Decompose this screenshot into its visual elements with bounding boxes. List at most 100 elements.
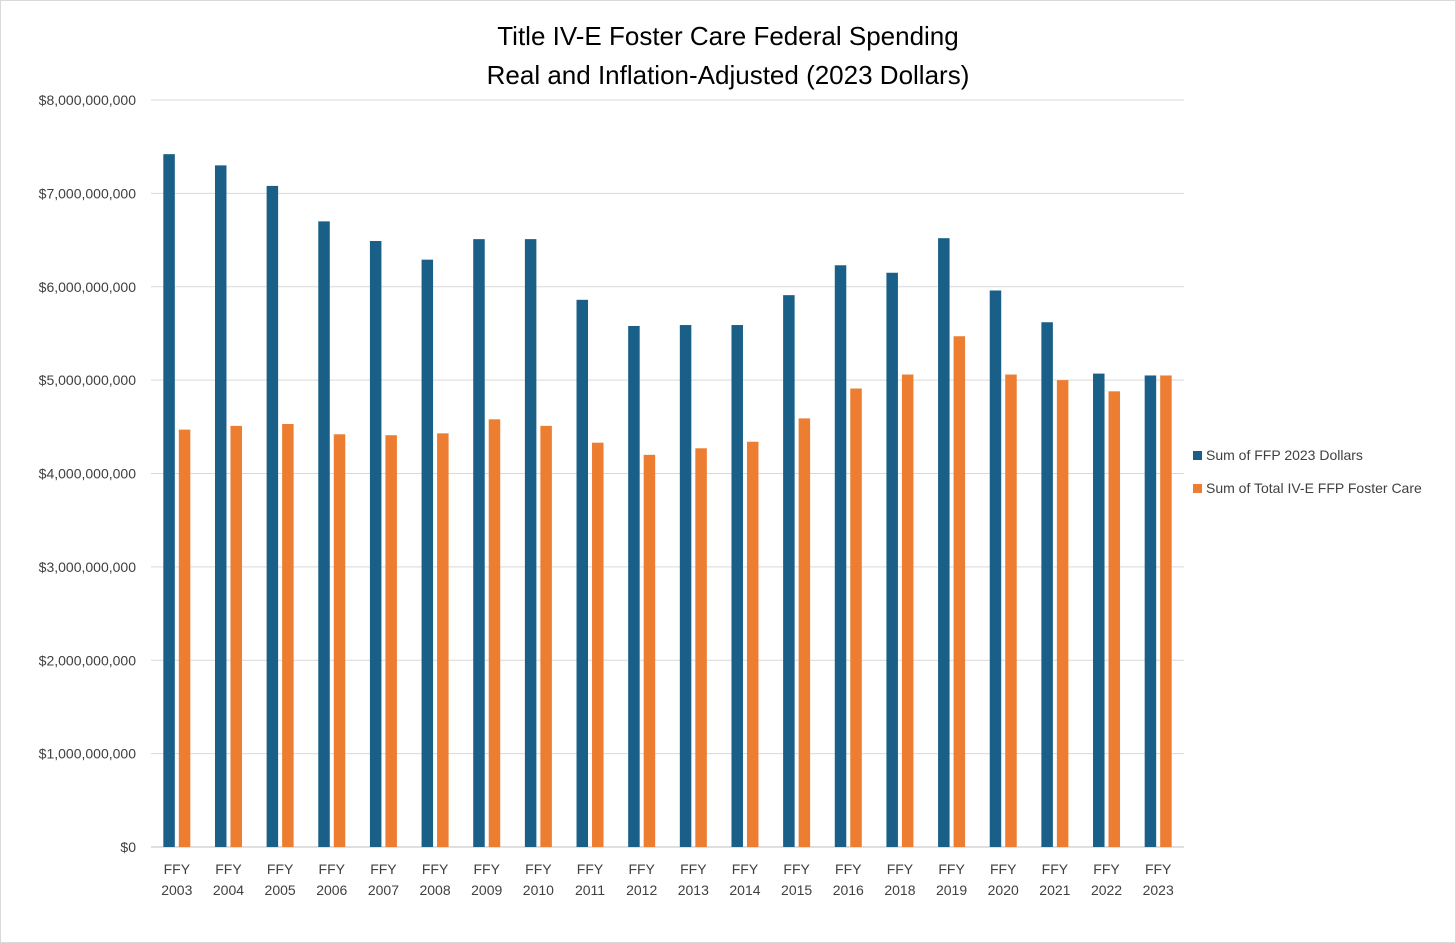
x-tick-label: FFY — [525, 861, 552, 877]
legend-swatch — [1193, 484, 1202, 493]
bar-total-ive-ffp-foster-care — [178, 429, 191, 847]
bar-total-ive-ffp-foster-care — [1160, 375, 1172, 847]
y-tick-label: $2,000,000,000 — [39, 652, 137, 668]
bars — [163, 154, 1172, 848]
x-tick-label: 2023 — [1143, 882, 1174, 898]
legend-swatch — [1193, 451, 1202, 460]
x-tick-label: FFY — [1042, 861, 1069, 877]
x-tick-label: 2014 — [729, 882, 760, 898]
y-axis-labels: $0 $1,000,000,000 $2,000,000,000 $3,000,000… — [39, 92, 137, 855]
x-tick-label: 2008 — [419, 882, 450, 898]
x-tick-label: 2007 — [368, 882, 399, 898]
bar-total-ive-ffp-foster-care — [953, 336, 966, 847]
chart-title-line-2: Real and Inflation-Adjusted (2023 Dollar… — [487, 60, 970, 90]
bar-ffp-2023-dollars — [369, 240, 382, 848]
bar-ffp-2023-dollars — [473, 239, 485, 847]
x-tick-label: FFY — [990, 861, 1017, 877]
bar-ffp-2023-dollars — [783, 295, 795, 847]
legend-label: Sum of FFP 2023 Dollars — [1206, 447, 1363, 463]
x-tick-label: FFY — [473, 861, 500, 877]
x-tick-label: FFY — [1093, 861, 1120, 877]
y-tick-label: $7,000,000,000 — [39, 185, 137, 201]
y-tick-label: $3,000,000,000 — [39, 559, 137, 575]
bar-total-ive-ffp-foster-care — [333, 434, 346, 847]
bar-total-ive-ffp-foster-care — [592, 442, 604, 847]
chart-title-line-1: Title IV-E Foster Care Federal Spending — [497, 21, 958, 51]
x-tick-label: 2019 — [936, 882, 967, 898]
x-tick-label: 2005 — [265, 882, 296, 898]
x-tick-label: FFY — [732, 861, 759, 877]
x-tick-label: FFY — [938, 861, 965, 877]
bar-ffp-2023-dollars — [628, 325, 640, 847]
x-tick-label: 2021 — [1039, 882, 1070, 898]
bar-ffp-2023-dollars — [421, 259, 434, 847]
bar-ffp-2023-dollars — [1093, 373, 1105, 847]
x-tick-label: 2006 — [316, 882, 347, 898]
x-tick-label: FFY — [783, 861, 810, 877]
x-tick-label: 2011 — [575, 882, 605, 898]
bar-ffp-2023-dollars — [938, 238, 950, 847]
x-tick-label: FFY — [164, 861, 191, 877]
bar-total-ive-ffp-foster-care — [643, 454, 656, 847]
bar-total-ive-ffp-foster-care — [850, 388, 862, 847]
bar-ffp-2023-dollars — [989, 290, 1002, 847]
bar-total-ive-ffp-foster-care — [230, 425, 242, 847]
x-tick-label: 2022 — [1091, 882, 1122, 898]
x-tick-label: FFY — [887, 861, 914, 877]
bar-total-ive-ffp-foster-care — [540, 425, 552, 847]
bar-total-ive-ffp-foster-care — [385, 435, 397, 847]
bar-total-ive-ffp-foster-care — [282, 424, 294, 847]
x-tick-label: FFY — [628, 861, 655, 877]
bar-ffp-2023-dollars — [576, 299, 589, 847]
y-tick-label: $5,000,000,000 — [39, 372, 137, 388]
y-tick-label: $0 — [120, 839, 136, 855]
legend: Sum of FFP 2023 Dollars Sum of Total IV-E… — [1193, 447, 1422, 496]
y-tick-label: $4,000,000,000 — [39, 466, 137, 482]
bar-ffp-2023-dollars — [834, 265, 847, 847]
x-tick-label: FFY — [267, 861, 294, 877]
x-tick-label: FFY — [577, 861, 604, 877]
x-tick-label: FFY — [680, 861, 707, 877]
x-tick-label: 2012 — [626, 882, 657, 898]
bar-ffp-2023-dollars — [214, 165, 227, 848]
bar-total-ive-ffp-foster-care — [798, 418, 811, 847]
bar-total-ive-ffp-foster-care — [695, 448, 707, 847]
legend-label: Sum of Total IV-E FFP Foster Care — [1206, 480, 1422, 496]
x-tick-label: 2003 — [161, 882, 192, 898]
bar-total-ive-ffp-foster-care — [746, 441, 759, 847]
x-tick-label: 2015 — [781, 882, 812, 898]
x-tick-label: FFY — [215, 861, 242, 877]
bar-ffp-2023-dollars — [886, 272, 898, 847]
bar-ffp-2023-dollars — [731, 325, 743, 847]
x-axis-labels: FFY 2003 FFY 2004 FFY 2005 FFY 2006 FFY 2007 FFY 20… — [161, 861, 1174, 898]
bar-ffp-2023-dollars — [163, 154, 175, 848]
bar-total-ive-ffp-foster-care — [437, 433, 449, 847]
x-tick-label: 2018 — [884, 882, 915, 898]
x-tick-label: FFY — [1145, 861, 1172, 877]
bar-total-ive-ffp-foster-care — [1108, 391, 1121, 847]
x-tick-label: FFY — [835, 861, 862, 877]
x-tick-label: FFY — [370, 861, 397, 877]
x-tick-label: 2009 — [471, 882, 502, 898]
x-tick-label: FFY — [319, 861, 346, 877]
x-tick-label: 2013 — [678, 882, 709, 898]
bar-total-ive-ffp-foster-care — [1005, 374, 1017, 847]
bar-ffp-2023-dollars — [318, 221, 330, 847]
bar-total-ive-ffp-foster-care — [488, 419, 501, 847]
bar-ffp-2023-dollars — [679, 325, 692, 847]
bar-total-ive-ffp-foster-care — [901, 374, 914, 847]
x-tick-label: 2016 — [833, 882, 864, 898]
bar-total-ive-ffp-foster-care — [1056, 380, 1069, 847]
y-tick-label: $6,000,000,000 — [39, 279, 137, 295]
y-tick-label: $8,000,000,000 — [39, 92, 137, 108]
bar-ffp-2023-dollars — [1144, 375, 1157, 847]
bar-ffp-2023-dollars — [1041, 322, 1053, 847]
bar-ffp-2023-dollars — [266, 185, 279, 847]
x-tick-label: 2004 — [213, 882, 244, 898]
x-tick-label: 2020 — [988, 882, 1019, 898]
x-tick-label: FFY — [422, 861, 449, 877]
gridlines — [151, 99, 1184, 848]
y-tick-label: $1,000,000,000 — [39, 746, 137, 762]
